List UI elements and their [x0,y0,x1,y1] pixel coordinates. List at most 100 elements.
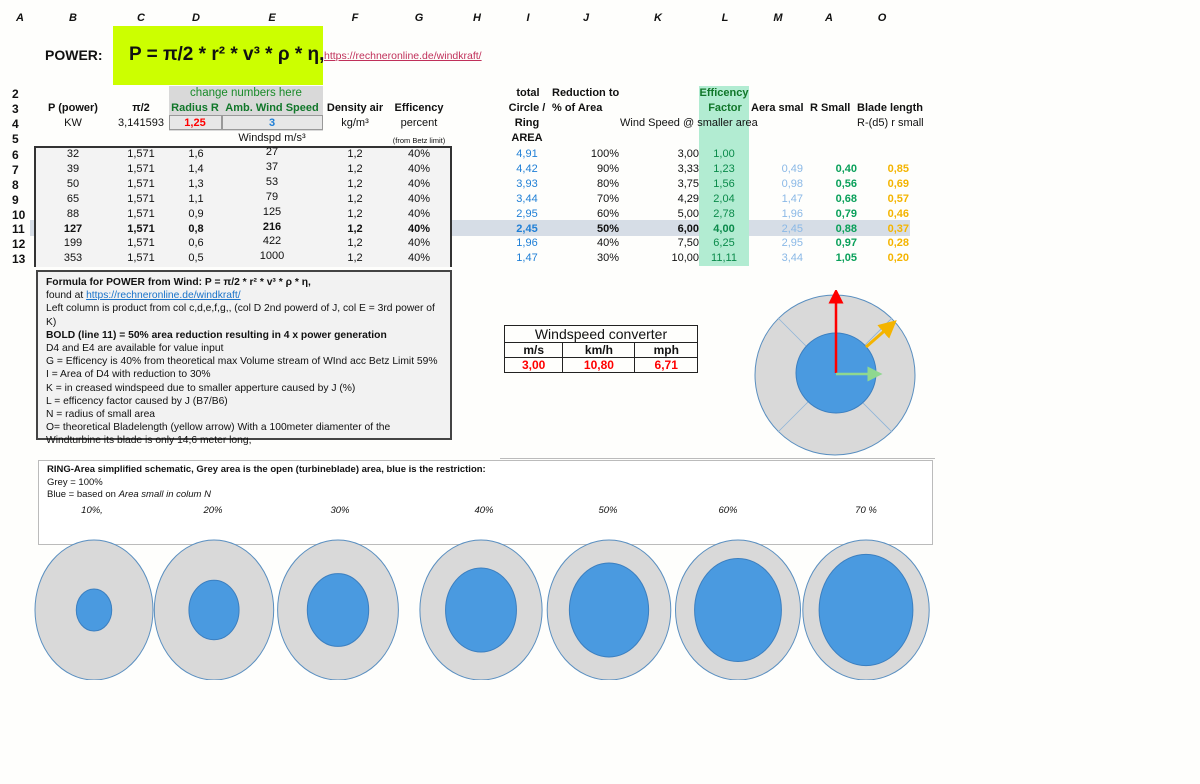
efficiency-cell: 40% [407,237,431,250]
windspeed-cubed-cell: 216 [262,220,282,233]
radius-input[interactable]: 1,25 [184,117,206,129]
power-cell: 127 [63,222,83,235]
pi-value: 3,141593 [118,117,164,129]
column-header[interactable]: O [877,12,887,24]
header-radius: Radius R [171,102,219,114]
row-number[interactable]: 3 [12,102,19,116]
ring-grey-note: Grey = 100% [47,476,103,488]
power-cell: 50 [66,177,80,190]
area-cell: 2,95 [516,207,538,220]
windspeed-cubed-cell: 1000 [259,250,285,263]
column-header[interactable]: F [351,12,359,24]
formula: P = π/2 * r² * v³ * ρ * η, [129,44,325,65]
blade-length-cell: 0,69 [887,177,909,190]
header-total-4: AREA [511,132,543,144]
header-total-3: Ring [514,117,540,129]
column-header[interactable]: I [526,12,530,24]
header-area-small: Aera smal [751,102,804,114]
formula-link[interactable]: https://rechneronline.de/windkraft/ [324,50,482,62]
column-header[interactable]: H [473,12,481,24]
ring-label: 10%, [81,505,103,516]
reduction-cell: 90% [596,162,619,175]
row-number[interactable]: 4 [12,117,19,131]
ring-label: 50% [598,505,618,516]
column-header[interactable]: C [137,12,145,24]
column-header[interactable]: G [414,12,424,24]
header-eff-factor-2: Factor [708,102,742,114]
header-wind: Amb. Wind Speed [225,102,319,114]
wind-input[interactable]: 3 [268,117,276,129]
header-blade-length: Blade length [857,102,924,114]
power-cell: 32 [66,148,80,160]
power-cell: 88 [66,207,80,220]
radius-cell: 1,1 [188,192,204,205]
note-line: Formula for POWER from Wind: P = π/2 * r… [46,277,311,288]
header-reduction-1: Reduction to [552,87,620,99]
power-cell: 353 [63,252,83,265]
row-number[interactable]: 6 [12,148,19,162]
column-header[interactable]: D [192,12,200,24]
row-number[interactable]: 7 [12,163,19,177]
efficiency-column-highlight [699,86,749,266]
pi-cell: 1,571 [127,207,155,220]
betz-note: (from Betz limit) [392,136,446,145]
note-line: N = radius of small area [46,409,156,421]
ring-inner-restriction [306,573,370,647]
wind-speed-small-cell: 5,00 [677,207,699,220]
row-number[interactable]: 13 [12,252,26,266]
radius-input-cell[interactable] [169,115,222,130]
pi-cell: 1,571 [127,192,155,205]
column-header[interactable]: K [654,12,662,24]
ring-label: 20% [203,505,223,516]
blade-length-cell: 0,37 [887,222,909,235]
header-total-1: total [516,87,540,99]
ring-inner-restriction [694,557,782,663]
area-small-cell: 3,44 [781,252,803,265]
row-number[interactable]: 12 [12,237,26,251]
area-small-cell: 0,98 [781,177,803,190]
area-small-cell: 1,47 [781,192,803,205]
windspeed-cubed-cell: 125 [262,205,282,218]
row-number[interactable]: 8 [12,178,19,192]
change-note: change numbers here [190,87,302,99]
row-number[interactable]: 5 [12,132,19,146]
row-number[interactable]: 2 [12,87,19,101]
density-cell: 1,2 [347,162,363,175]
wind-input-cell[interactable] [222,115,323,130]
windspeed-cubed-cell: 53 [265,175,279,188]
turbine-diagram [754,290,916,456]
note-line: O= theoretical Bladelength (yellow arrow… [46,422,391,434]
density-cell: 1,2 [347,237,363,250]
ring-inner-restriction [445,567,517,653]
column-header[interactable]: L [721,12,729,24]
density-cell: 1,2 [347,222,363,235]
windspeed-converter: Windspeed converter m/s km/h mph 3,00 10,80… [503,325,698,373]
row-number[interactable]: 9 [12,193,19,207]
ring-blue-italic: Area small in colum N [118,489,211,500]
windspeed-cubed-cell: 422 [262,235,282,248]
note-link[interactable]: https://rechneronline.de/windkraft/ [86,290,241,302]
header-pi2: π/2 [132,102,150,114]
header-blade-sub: R-(d5) r small [857,117,924,129]
column-header[interactable]: A [16,12,24,24]
column-header[interactable]: B [69,12,77,24]
pi-cell: 1,571 [127,252,155,265]
density-cell: 1,2 [347,192,363,205]
column-header[interactable]: E [268,12,276,24]
column-header[interactable]: J [582,12,590,24]
r-small-cell: 0,56 [835,177,857,190]
reduction-cell: 70% [596,192,619,205]
row-number[interactable]: 11 [12,222,25,236]
area-cell: 3,44 [516,192,538,205]
area-small-cell: 2,95 [781,237,803,250]
column-header[interactable]: M [773,12,783,24]
windspeed-cubed-cell: 27 [265,146,279,158]
area-cell: 1,96 [516,237,538,250]
area-cell: 4,91 [516,148,538,160]
row-number[interactable]: 10 [12,208,26,222]
efficiency-cell: 40% [407,207,431,220]
formula-cell: P = π/2 * r² * v³ * ρ * η, [113,26,325,85]
density-cell: 1,2 [347,207,363,220]
wind-speed-small-cell: 6,00 [677,222,699,235]
column-header[interactable]: A [825,12,833,24]
